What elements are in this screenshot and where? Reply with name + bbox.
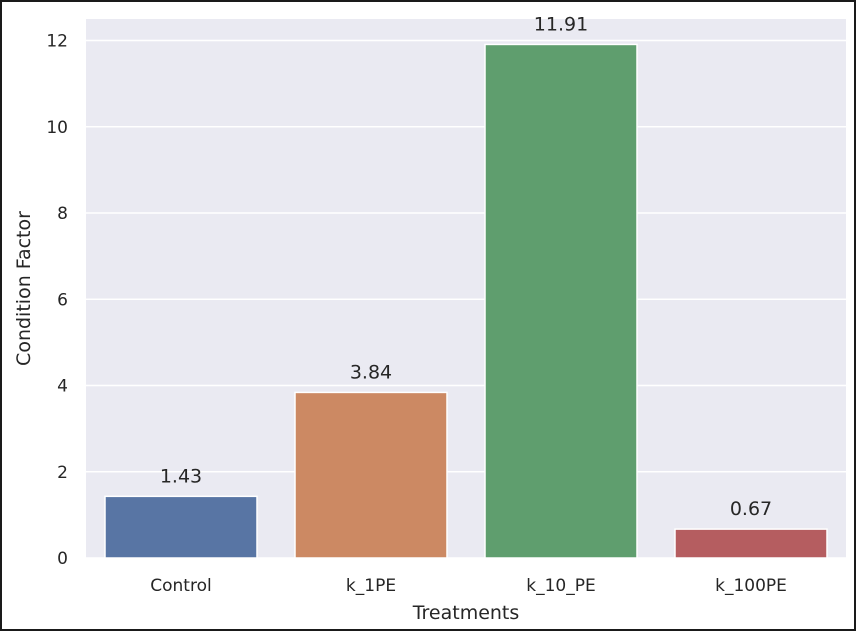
x-tick-labels: Control k_1PE k_10_PE k_100PE xyxy=(150,576,787,596)
y-tick-label: 12 xyxy=(46,32,68,52)
bar-value-label: 0.67 xyxy=(730,498,772,520)
plot-area xyxy=(86,19,846,558)
x-tick-label: k_1PE xyxy=(346,576,396,596)
y-tick-label: 10 xyxy=(46,118,68,138)
bars xyxy=(104,43,828,559)
y-tick-label: 8 xyxy=(57,204,68,224)
bar-Control xyxy=(104,495,258,559)
bar-value-label: 11.91 xyxy=(534,13,588,35)
x-tick-label: k_10_PE xyxy=(526,576,595,596)
x-axis-label: Treatments xyxy=(412,602,520,624)
bar-value-labels: 1.43 3.84 11.91 0.67 xyxy=(160,13,772,520)
bar-k_1PE xyxy=(294,391,448,559)
y-tick-label: 6 xyxy=(57,290,68,310)
y-tick-label: 4 xyxy=(57,377,68,397)
x-tick-label: k_100PE xyxy=(715,576,787,596)
bar-k_100PE xyxy=(674,528,828,559)
bar-value-label: 1.43 xyxy=(160,465,202,487)
bar-k_10_PE xyxy=(484,43,638,559)
y-axis-label: Condition Factor xyxy=(13,211,35,366)
x-tick-label: Control xyxy=(150,576,211,596)
bar-value-label: 3.84 xyxy=(350,361,392,383)
y-tick-label: 2 xyxy=(57,463,68,483)
y-tick-label: 0 xyxy=(57,549,68,569)
y-tick-labels: 0 2 4 6 8 10 12 xyxy=(46,32,68,569)
